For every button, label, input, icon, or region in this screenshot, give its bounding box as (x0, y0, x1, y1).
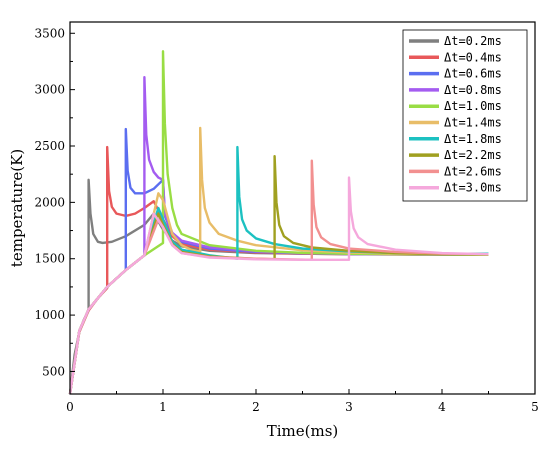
x-axis-ticks: 0 1 2 3 4 5 (66, 389, 539, 414)
legend-label-10: Δt=3.0ms (444, 181, 502, 195)
legend-label-1: Δt=0.2ms (444, 34, 502, 48)
x-tick-label: 5 (531, 400, 539, 414)
x-tick-label: 1 (159, 400, 167, 414)
x-axis-label: Time(ms) (267, 422, 339, 440)
y-tick-label: 2000 (34, 195, 65, 209)
y-tick-label: 2500 (34, 139, 65, 153)
legend-label-7: Δt=1.8ms (444, 132, 502, 146)
y-tick-label: 500 (42, 364, 65, 378)
legend-label-3: Δt=0.6ms (444, 67, 502, 81)
y-axis-label: temperature(K) (8, 149, 26, 267)
series-layer (68, 50, 489, 395)
x-tick-label: 2 (252, 400, 260, 414)
x-tick-label: 0 (66, 400, 74, 414)
y-tick-label: 3500 (34, 26, 65, 40)
legend-label-8: Δt=2.2ms (444, 148, 502, 162)
legend-label-2: Δt=0.4ms (444, 50, 502, 64)
y-axis-ticks: 500 1000 1500 2000 2500 3000 3500 (34, 26, 75, 378)
y-tick-label: 3000 (34, 83, 65, 97)
y-tick-label: 1000 (34, 308, 65, 322)
series-line-1 (68, 178, 489, 395)
series-line-10 (68, 176, 489, 395)
x-tick-label: 3 (345, 400, 353, 414)
legend-label-9: Δt=2.6ms (444, 164, 502, 178)
legend-label-4: Δt=0.8ms (444, 83, 502, 97)
legend: Δt=0.2ms Δt=0.4ms Δt=0.6ms Δt=0.8ms Δt=1.0ms… (402, 29, 528, 202)
y-tick-label: 1500 (34, 252, 65, 266)
legend-label-6: Δt=1.4ms (444, 116, 502, 130)
legend-label-5: Δt=1.0ms (444, 99, 502, 113)
x-tick-label: 4 (438, 400, 446, 414)
